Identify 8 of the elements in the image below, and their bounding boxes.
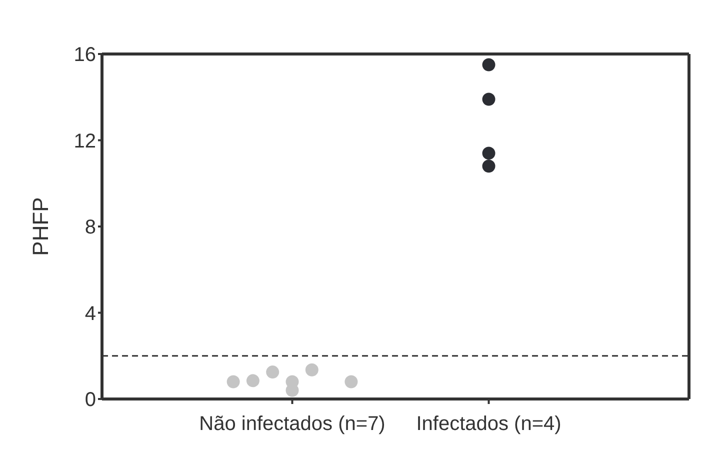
x-tick-label: Infectados (n=4) bbox=[416, 413, 562, 436]
y-tick-label: 8 bbox=[84, 216, 96, 239]
y-tick-label: 4 bbox=[84, 302, 96, 325]
y-tick-label: 16 bbox=[74, 44, 96, 66]
x-tick-label: Não infectados (n=7) bbox=[199, 413, 386, 436]
y-tick-label: 0 bbox=[84, 389, 96, 412]
y-tick-label: 12 bbox=[74, 130, 96, 152]
y-axis-title: PHFP bbox=[28, 197, 53, 256]
